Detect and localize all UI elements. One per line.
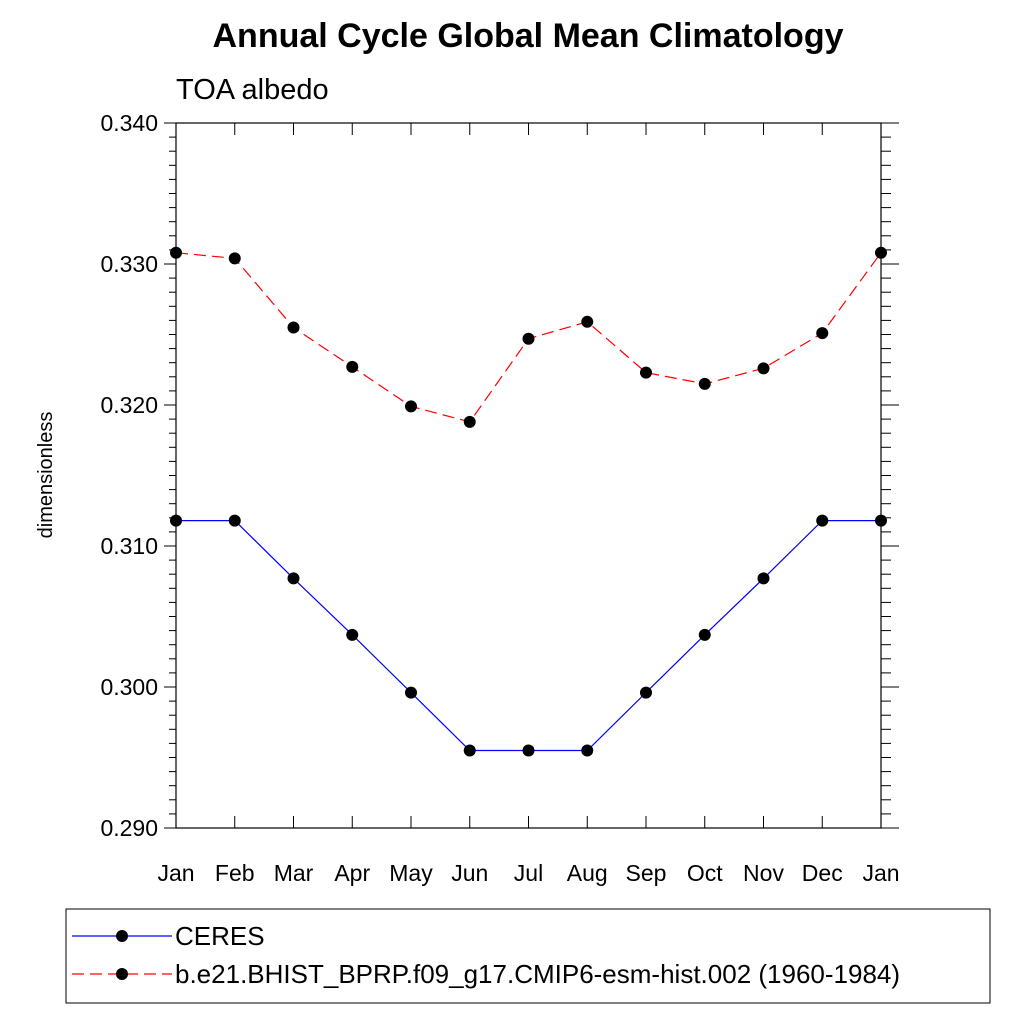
legend-swatch-marker: [116, 930, 128, 942]
legend-label: b.e21.BHIST_BPRP.f09_g17.CMIP6-esm-hist.…: [175, 959, 900, 989]
x-tick-label: Jul: [514, 860, 543, 886]
data-point: [463, 744, 476, 757]
data-point: [405, 686, 417, 699]
data-point: [640, 366, 652, 379]
x-tick-label: Aug: [567, 860, 608, 886]
x-tick-label: Oct: [687, 860, 723, 886]
data-point: [170, 246, 182, 259]
x-tick-label: Jun: [451, 860, 488, 886]
data-point: [228, 514, 241, 527]
legend: CERES b.e21.BHIST_BPRP.f09_g17.CMIP6-esm-…: [65, 908, 991, 1004]
data-point: [522, 332, 535, 345]
x-tick-label: Mar: [274, 860, 314, 886]
y-tick-label: 0.340: [100, 110, 158, 136]
chart-title: Annual Cycle Global Mean Climatology: [213, 17, 844, 55]
data-point: [698, 377, 711, 390]
legend-items: CERES b.e21.BHIST_BPRP.f09_g17.CMIP6-esm-…: [72, 921, 900, 989]
series-layer: [170, 246, 887, 757]
x-tick-label: Nov: [743, 860, 784, 886]
plot-frame: [175, 122, 882, 829]
legend-box: [65, 908, 991, 1004]
x-tick-label: Sep: [626, 860, 667, 886]
y-tick-labels: 0.290 0.300 0.310 0.320 0.330 0.340: [100, 110, 158, 841]
data-point: [581, 744, 594, 757]
y-tick-label: 0.310: [100, 533, 158, 559]
data-point: [698, 628, 711, 641]
legend-label: CERES: [175, 921, 265, 951]
x-tick-label: Feb: [215, 860, 255, 886]
data-point: [875, 246, 887, 259]
data-point: [170, 514, 182, 527]
x-tick-label: Apr: [334, 860, 370, 886]
data-point: [875, 514, 887, 527]
data-point: [287, 321, 300, 334]
data-point: [405, 400, 417, 413]
x-tick-label: May: [389, 860, 433, 886]
x-tick-label: Jan: [157, 860, 194, 886]
x-tick-label: Dec: [802, 860, 843, 886]
data-point: [757, 362, 770, 375]
data-point: [228, 252, 241, 265]
data-point: [287, 572, 300, 585]
data-point: [581, 315, 594, 328]
data-point: [346, 360, 359, 373]
data-point: [640, 686, 652, 699]
x-tick-label: Jan: [862, 860, 899, 886]
data-point: [463, 415, 476, 428]
series-line: [176, 519, 881, 752]
y-axis-label: dimensionless: [35, 412, 57, 539]
legend-swatch-marker: [116, 968, 128, 980]
y-tick-label: 0.290: [100, 815, 158, 841]
data-point: [816, 514, 829, 527]
data-point: [346, 628, 359, 641]
chart-subtitle: TOA albedo: [176, 74, 329, 106]
data-point: [757, 572, 770, 585]
data-point: [816, 327, 829, 340]
data-point: [522, 744, 535, 757]
x-tick-labels: Jan Feb Mar Apr May Jun Jul Aug Sep Oct Nov Dec Jan: [157, 860, 899, 886]
y-tick-label: 0.330: [100, 251, 158, 277]
axis-ticks: [164, 122, 899, 829]
y-tick-label: 0.320: [100, 392, 158, 418]
y-tick-label: 0.300: [100, 674, 158, 700]
